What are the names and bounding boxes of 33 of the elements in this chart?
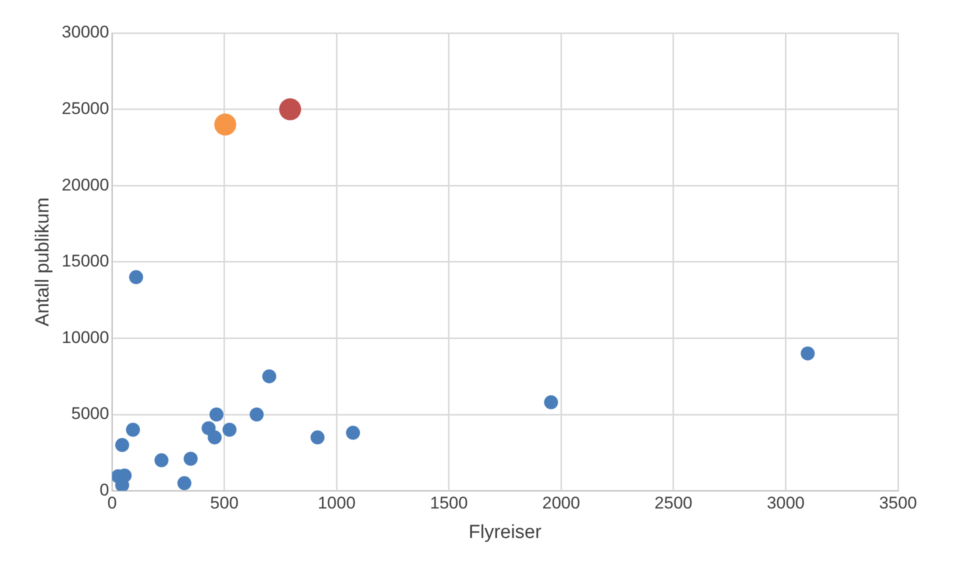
point bbox=[279, 98, 302, 120]
y-tick-label: 15000 bbox=[62, 252, 110, 271]
point bbox=[222, 422, 237, 437]
point bbox=[262, 369, 276, 384]
point bbox=[544, 395, 558, 410]
y-tick-label: 10000 bbox=[62, 328, 110, 347]
y-tick-label: 25000 bbox=[62, 98, 110, 118]
point bbox=[250, 408, 264, 422]
x-tick-label: 1500 bbox=[430, 494, 468, 513]
point bbox=[126, 422, 140, 437]
x-tick-label: 3000 bbox=[766, 494, 805, 513]
x-tick-label: 500 bbox=[210, 494, 239, 513]
point bbox=[209, 408, 224, 422]
x-tick-label: 2000 bbox=[542, 494, 580, 513]
point bbox=[177, 476, 192, 490]
x-tick-label: 1000 bbox=[318, 494, 356, 513]
point bbox=[184, 452, 198, 466]
point bbox=[129, 270, 144, 284]
y-tick-label: 20000 bbox=[62, 175, 110, 194]
point bbox=[214, 114, 236, 136]
y-axis-title: Antall publikum bbox=[32, 197, 54, 326]
point bbox=[208, 430, 222, 444]
y-tick-label: 5000 bbox=[71, 404, 110, 424]
point bbox=[310, 430, 325, 444]
point bbox=[115, 438, 130, 452]
y-tick-label: 0 bbox=[100, 480, 110, 500]
point bbox=[346, 426, 360, 440]
y-tick-label: 30000 bbox=[62, 22, 110, 42]
x-tick-label: 2500 bbox=[654, 494, 692, 513]
x-axis-title: Flyreiser bbox=[468, 522, 542, 543]
x-tick-label: 3500 bbox=[879, 494, 917, 513]
point bbox=[800, 346, 815, 360]
point bbox=[154, 453, 168, 468]
